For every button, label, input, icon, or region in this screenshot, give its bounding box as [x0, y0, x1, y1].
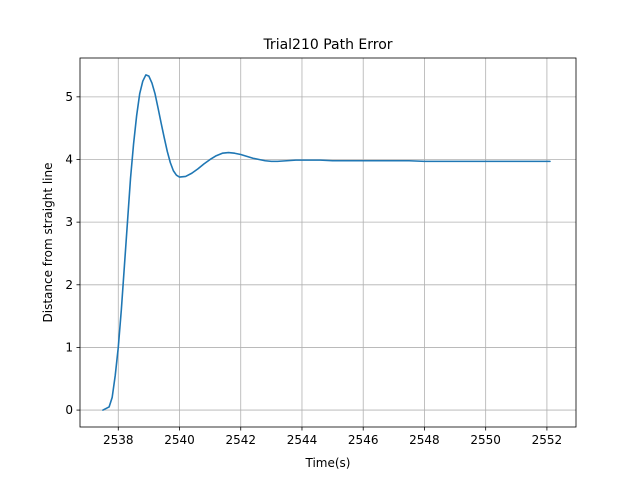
y-tick-label: 2 [65, 278, 73, 292]
y-tick-label: 1 [65, 340, 73, 354]
x-tick-label: 2542 [225, 433, 256, 447]
x-tick-label: 2546 [348, 433, 379, 447]
x-tick-label: 2538 [103, 433, 134, 447]
y-tick-label: 3 [65, 215, 73, 229]
x-tick-label: 2552 [532, 433, 563, 447]
x-tick-label: 2548 [409, 433, 440, 447]
grid [80, 58, 576, 427]
y-tick-label: 4 [65, 152, 73, 166]
y-tick-label: 0 [65, 403, 73, 417]
x-tick-label: 2540 [164, 433, 195, 447]
series-line [102, 74, 551, 411]
x-tick-label: 2544 [287, 433, 318, 447]
x-tick-label: 2550 [470, 433, 501, 447]
y-tick-label: 5 [65, 90, 73, 104]
axes-frame [79, 57, 577, 428]
x-axis-label: Time(s) [305, 456, 351, 470]
ticks: 2538 2540 2542 2544 2546 2548 2550 2552 0 1 2 3 4 5 [65, 90, 562, 447]
y-axis-label: Distance from straight line [41, 162, 55, 322]
chart-title: Trial210 Path Error [262, 37, 392, 53]
